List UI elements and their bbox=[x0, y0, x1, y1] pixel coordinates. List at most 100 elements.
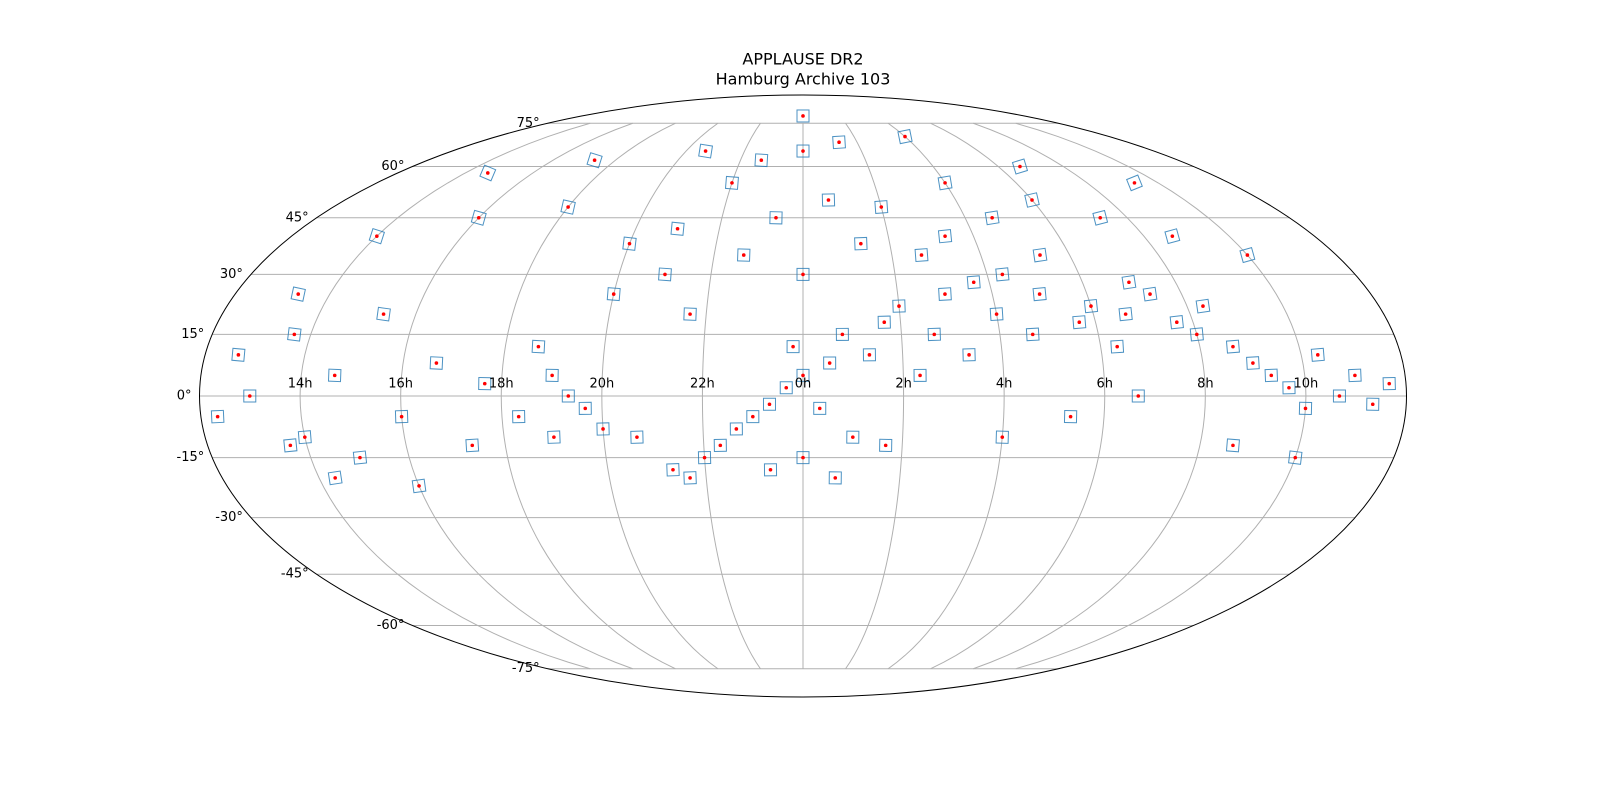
plate bbox=[1083, 298, 1099, 314]
plate bbox=[1282, 381, 1296, 395]
plate-center bbox=[801, 149, 805, 153]
plate bbox=[746, 410, 760, 424]
plate-footprint bbox=[327, 470, 343, 486]
plate-center bbox=[1387, 381, 1392, 386]
plate-footprint bbox=[796, 368, 810, 382]
plate-footprint bbox=[560, 199, 576, 215]
plate bbox=[231, 347, 246, 362]
x-tick-label: 20h bbox=[589, 377, 614, 392]
plate bbox=[1332, 389, 1346, 403]
plate-center bbox=[566, 205, 570, 209]
plate-footprint bbox=[531, 339, 546, 354]
plate-footprint bbox=[470, 209, 487, 226]
plate bbox=[862, 348, 876, 362]
plate bbox=[1118, 306, 1133, 322]
plate-footprint bbox=[1348, 368, 1362, 383]
plate bbox=[914, 248, 929, 263]
grid-line bbox=[845, 123, 905, 669]
plate-footprint bbox=[779, 381, 793, 395]
plate-footprint bbox=[828, 471, 842, 485]
plate-footprint bbox=[578, 401, 592, 415]
grid-line bbox=[400, 122, 633, 670]
y-tick-label: 75° bbox=[517, 116, 540, 131]
plate-center bbox=[1132, 181, 1137, 185]
x-tick-label: 6h bbox=[1096, 377, 1113, 392]
plate-footprint bbox=[1083, 298, 1099, 314]
plate bbox=[368, 228, 386, 245]
plate bbox=[995, 430, 1009, 444]
plate bbox=[1348, 368, 1362, 383]
plate bbox=[874, 200, 889, 215]
plate-footprint bbox=[545, 368, 559, 383]
plate-center bbox=[1170, 234, 1175, 238]
plate bbox=[1169, 315, 1184, 330]
plate bbox=[1131, 389, 1145, 403]
plate-center bbox=[688, 312, 692, 316]
plate-footprint bbox=[914, 248, 929, 263]
plate bbox=[729, 422, 743, 436]
plate-footprint bbox=[586, 152, 603, 169]
grid-line bbox=[299, 122, 591, 670]
plate-center bbox=[882, 320, 887, 325]
plate-footprint bbox=[1131, 389, 1145, 403]
plate-center bbox=[583, 406, 588, 411]
plate bbox=[1288, 450, 1303, 465]
plate bbox=[984, 210, 1000, 226]
plate bbox=[243, 389, 257, 403]
plate-footprint bbox=[1225, 438, 1240, 453]
plate-center bbox=[767, 402, 772, 407]
plate-center bbox=[879, 205, 884, 209]
y-tick-label: -15° bbox=[177, 450, 205, 465]
plate bbox=[769, 211, 783, 225]
y-tick-label: -30° bbox=[215, 510, 243, 525]
plate bbox=[586, 152, 603, 169]
plate-footprint bbox=[1366, 397, 1380, 411]
plate-footprint bbox=[1189, 327, 1204, 342]
plate bbox=[210, 409, 225, 424]
plate-center bbox=[381, 312, 386, 316]
x-tick-label: 14h bbox=[288, 377, 313, 392]
plate-center bbox=[1231, 443, 1235, 448]
plate bbox=[937, 229, 953, 244]
x-tick-label: 22h bbox=[690, 377, 715, 392]
plate-center bbox=[627, 241, 632, 246]
plate bbox=[796, 144, 810, 158]
y-tick-label: 30° bbox=[220, 267, 243, 282]
plate-footprint bbox=[697, 450, 712, 465]
plate-center bbox=[883, 443, 888, 448]
plate-footprint bbox=[1332, 389, 1346, 403]
plate-center bbox=[434, 361, 439, 365]
plate bbox=[913, 368, 927, 382]
plate bbox=[670, 221, 685, 236]
y-tick-label: -60° bbox=[377, 618, 405, 633]
plate-footprint bbox=[821, 193, 836, 207]
plate-center bbox=[485, 171, 490, 175]
plate bbox=[622, 236, 637, 251]
plate-center bbox=[827, 361, 832, 365]
plate-footprint bbox=[769, 211, 783, 225]
plate bbox=[411, 478, 427, 494]
plate-center bbox=[837, 140, 841, 145]
plate bbox=[737, 248, 751, 262]
plate-center bbox=[817, 406, 822, 411]
map-outline bbox=[199, 94, 1407, 698]
plate-center bbox=[741, 253, 746, 257]
plate bbox=[828, 471, 842, 485]
plate bbox=[796, 267, 810, 281]
plate bbox=[560, 199, 576, 215]
plate-footprint bbox=[862, 348, 876, 362]
plate-footprint bbox=[630, 430, 644, 444]
plate-footprint bbox=[1092, 209, 1109, 226]
plate-center bbox=[751, 414, 755, 419]
plate bbox=[995, 267, 1010, 282]
plate bbox=[561, 389, 575, 403]
plate bbox=[1142, 286, 1158, 302]
plate bbox=[666, 463, 680, 477]
plate bbox=[470, 209, 487, 226]
plate-center bbox=[943, 181, 947, 185]
plate-center bbox=[1303, 406, 1308, 411]
plate-center bbox=[1123, 312, 1128, 316]
plate-footprint bbox=[658, 267, 672, 282]
plate bbox=[1264, 368, 1279, 383]
